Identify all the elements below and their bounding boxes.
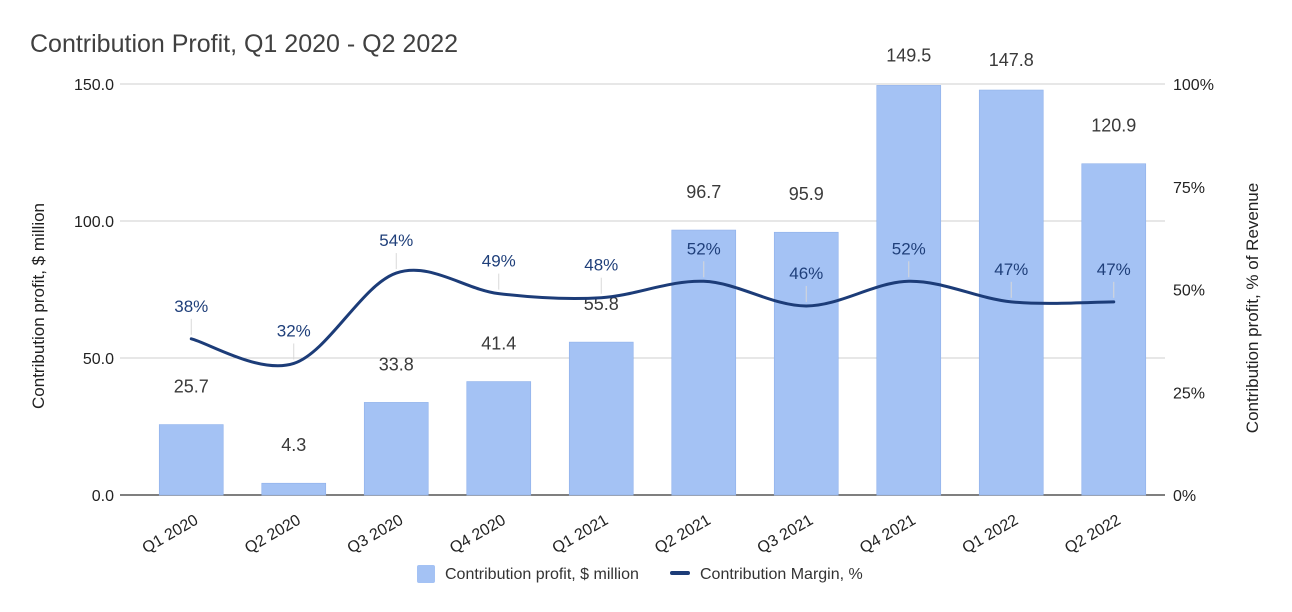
right-tick-label: 0% (1173, 488, 1196, 505)
bar-value-label: 95.9 (789, 184, 824, 204)
x-tick-label: Q4 2020 (447, 512, 509, 557)
x-tick-label: Q2 2022 (1062, 512, 1124, 557)
bar (876, 85, 942, 496)
bar (1081, 163, 1147, 496)
left-tick-label: 0.0 (92, 488, 114, 505)
bar-series (158, 85, 1147, 496)
bar (568, 341, 634, 496)
bar (773, 231, 839, 496)
bar-value-label: 33.8 (379, 354, 414, 374)
right-axis-title: Contribution profit, % of Revenue (1243, 183, 1262, 433)
line-value-label: 32% (277, 321, 311, 340)
line-data-labels: 38% 32% 54% 49% 48% 52% 46% 52% 47% 47% (174, 231, 1131, 360)
left-axis-title: Contribution profit, $ million (29, 203, 48, 409)
left-tick-label: 50.0 (83, 351, 114, 368)
line-value-label: 47% (1097, 260, 1131, 279)
chart-title: Contribution Profit, Q1 2020 - Q2 2022 (30, 30, 458, 58)
left-axis-ticks: 0.0 50.0 100.0 150.0 (74, 77, 114, 505)
x-tick-label: Q2 2021 (652, 512, 714, 557)
line-value-label: 52% (892, 239, 926, 258)
bar-value-label: 120.9 (1091, 116, 1136, 136)
line-value-label: 52% (687, 239, 721, 258)
bar (363, 402, 429, 496)
left-tick-label: 150.0 (74, 77, 114, 94)
right-tick-label: 50% (1173, 283, 1205, 300)
bar-value-label: 4.3 (281, 435, 306, 455)
line-value-label: 38% (174, 297, 208, 316)
line-value-label: 54% (379, 231, 413, 250)
bar-value-label: 41.4 (481, 334, 516, 354)
x-tick-label: Q1 2020 (140, 512, 202, 557)
bar (466, 381, 532, 496)
right-axis-ticks: 0% 25% 50% 75% 100% (1173, 77, 1214, 505)
bar (158, 424, 224, 496)
bar-value-label: 149.5 (886, 45, 931, 65)
x-tick-label: Q1 2022 (960, 512, 1022, 557)
margin-line (189, 268, 1116, 368)
right-tick-label: 100% (1173, 77, 1214, 94)
bar-value-label: 25.7 (174, 377, 209, 397)
legend-line-label: Contribution Margin, % (700, 566, 863, 583)
x-tick-label: Q3 2020 (345, 512, 407, 557)
right-tick-label: 75% (1173, 180, 1205, 197)
bar-value-label: 96.7 (686, 182, 721, 202)
x-axis-ticks: Q1 2020 Q2 2020 Q3 2020 Q4 2020 Q1 2021 Q2 20… (140, 512, 1124, 557)
x-tick-label: Q3 2021 (755, 512, 817, 557)
line-value-label: 47% (994, 260, 1028, 279)
legend: Contribution profit, $ million Contribut… (417, 565, 863, 583)
x-tick-label: Q1 2021 (550, 512, 612, 557)
line-value-label: 49% (482, 252, 516, 271)
line-value-label: 46% (789, 264, 823, 283)
bar-value-label: 147.8 (989, 50, 1034, 70)
bar (261, 482, 327, 496)
legend-bar-swatch (417, 565, 435, 583)
left-tick-label: 100.0 (74, 214, 114, 231)
x-tick-label: Q4 2021 (857, 512, 919, 557)
line-value-label: 48% (584, 256, 618, 275)
right-tick-label: 25% (1173, 385, 1205, 402)
x-tick-label: Q2 2020 (242, 512, 304, 557)
line-series (189, 268, 1116, 368)
legend-bar-label: Contribution profit, $ million (445, 566, 639, 583)
legend-line-swatch (670, 571, 690, 575)
